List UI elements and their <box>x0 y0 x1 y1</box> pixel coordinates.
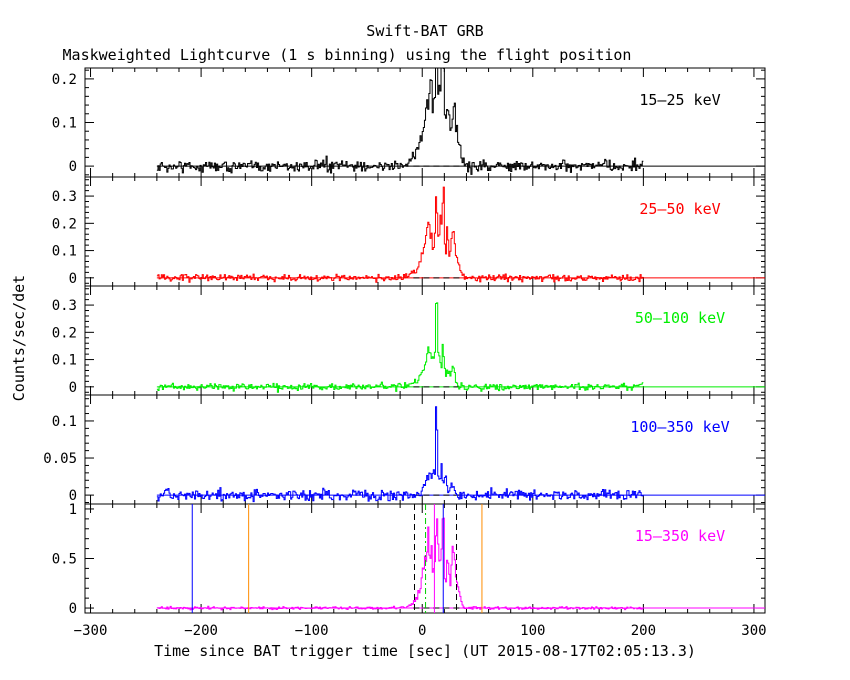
band-label: 15–25 keV <box>639 91 720 109</box>
y-tick-label: 0.3 <box>52 298 77 314</box>
series-line <box>156 517 644 611</box>
y-tick-label: 0 <box>69 159 77 175</box>
y-tick-label: 0.1 <box>52 116 77 132</box>
y-tick-label: 0 <box>69 488 77 504</box>
y-tick-label: 0.05 <box>43 451 77 467</box>
y-tick-label: 0 <box>69 271 77 287</box>
y-tick-label: 0.5 <box>52 552 77 568</box>
panel-3: 0 0.1 0.2 0.3 50–100 keV <box>52 285 766 396</box>
panel-frame <box>84 503 766 614</box>
series-line <box>156 186 644 283</box>
y-tick-label: 0.1 <box>52 414 77 430</box>
y-tick-label: 1 <box>69 502 77 518</box>
panel-frame <box>84 285 766 396</box>
x-tick-label: 200 <box>631 623 656 639</box>
x-tick-label: −200 <box>184 623 218 639</box>
y-tick-label: 0.2 <box>52 325 77 341</box>
band-label: 100–350 keV <box>630 418 729 436</box>
series-line <box>156 406 644 503</box>
band-label: 25–50 keV <box>639 200 720 218</box>
panel-frame <box>84 67 766 178</box>
chart-subtitle: Maskweighted Lightcurve (1 s binning) us… <box>63 46 632 64</box>
x-tick-label: 300 <box>741 623 766 639</box>
panel-4: 0 0.05 0.1 100–350 keV <box>43 394 766 505</box>
y-axis-label: Counts/sec/det <box>10 275 28 401</box>
series-line <box>156 302 644 393</box>
y-tick-label: 0.3 <box>52 189 77 205</box>
series-line <box>156 67 644 175</box>
panel-frame <box>84 394 766 505</box>
panel-5: 0 0.5 1 15–350 keV <box>52 502 766 617</box>
chart-title: Swift-BAT GRB <box>366 22 483 40</box>
y-tick-label: 0.2 <box>52 216 77 232</box>
y-tick-label: 0.2 <box>52 72 77 88</box>
panel-frame <box>84 176 766 287</box>
y-tick-label: 0.1 <box>52 244 77 260</box>
x-tick-labels: −300 −200 −100 0 100 200 300 <box>74 623 767 639</box>
x-tick-label: −300 <box>74 623 108 639</box>
panel-1: 0 0.1 0.2 15–25 keV <box>52 67 766 178</box>
y-tick-label: 0.1 <box>52 353 77 369</box>
x-tick-label: −100 <box>295 623 329 639</box>
y-tick-label: 0 <box>69 601 77 617</box>
x-axis-label: Time since BAT trigger time [sec] (UT 20… <box>154 642 696 660</box>
panel-2: 0 0.1 0.2 0.3 25–50 keV <box>52 176 766 287</box>
band-label: 15–350 keV <box>635 527 725 545</box>
y-tick-label: 0 <box>69 380 77 396</box>
x-tick-label: 0 <box>418 623 426 639</box>
x-tick-label: 100 <box>520 623 545 639</box>
band-label: 50–100 keV <box>635 309 725 327</box>
